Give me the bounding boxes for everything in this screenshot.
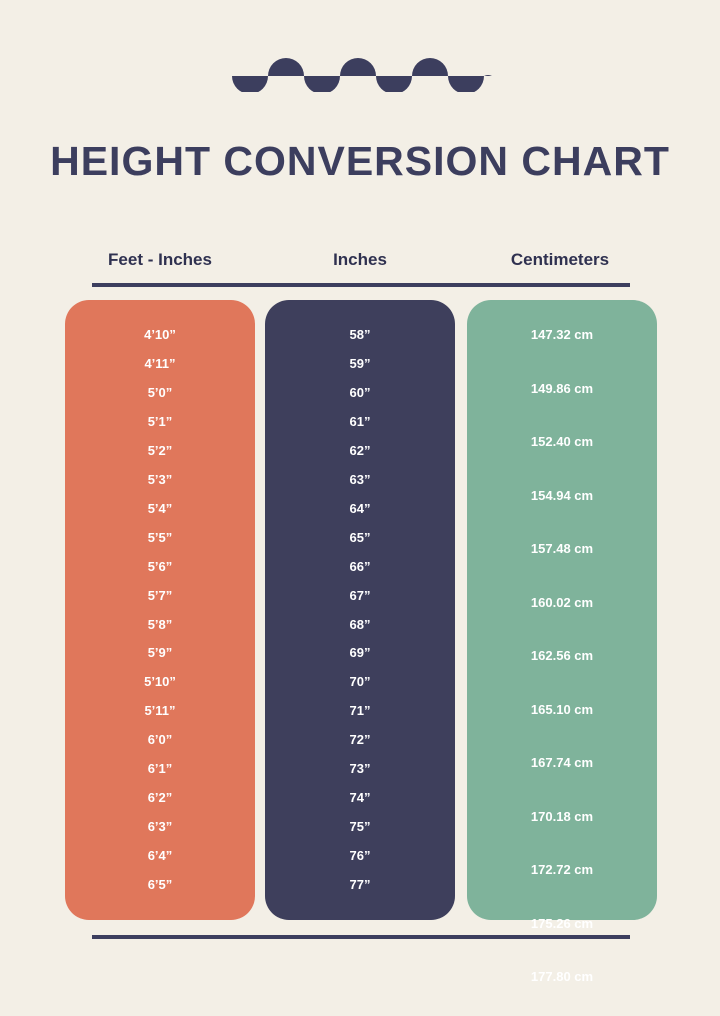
inches-value: 62”: [349, 442, 371, 458]
feet-value: 5’8”: [147, 616, 173, 632]
feet-value: 5’11”: [144, 703, 176, 719]
centimeters-value: 160.02 cm: [530, 594, 594, 610]
centimeters-value: 149.86 cm: [530, 380, 594, 396]
feet-value: 6’2”: [147, 790, 173, 806]
centimeters-value: 154.94 cm: [530, 487, 594, 503]
feet-column: [65, 300, 255, 920]
centimeters-value: 152.40 cm: [530, 434, 594, 449]
centimeters-value: 177.80 cm: [530, 969, 594, 984]
inches-value: 75”: [349, 819, 371, 835]
centimeters-value: 172.72 cm: [530, 862, 594, 877]
feet-value: 6’4”: [147, 848, 173, 864]
feet-value: 4’10”: [144, 327, 176, 342]
feet-value: 5’0”: [147, 384, 173, 400]
centimeters-value: 167.74 cm: [530, 755, 594, 770]
feet-value: 5’1”: [147, 413, 173, 429]
inches-value: 63”: [349, 471, 371, 487]
column-header: Feet - Inches: [108, 250, 212, 269]
inches-value: 74”: [349, 790, 371, 806]
feet-value: 5’2”: [147, 442, 173, 458]
inches-value: 68”: [349, 616, 371, 632]
centimeters-value: 170.18 cm: [530, 808, 594, 824]
feet-value: 5’4”: [147, 500, 173, 516]
inches-value: 59”: [349, 355, 371, 371]
wave-ornament: [232, 58, 492, 92]
inches-value: 69”: [349, 645, 371, 661]
feet-value: 6’1”: [147, 761, 173, 777]
column-header: Inches: [333, 250, 387, 269]
divider: [92, 283, 630, 287]
inches-value: 71”: [349, 703, 371, 719]
feet-value: 5’3”: [147, 471, 173, 487]
inches-value: 72”: [349, 732, 371, 748]
feet-value: 4’11”: [144, 355, 176, 371]
inches-value: 66”: [349, 558, 371, 574]
inches-value: 70”: [349, 674, 371, 690]
inches-value: 60”: [349, 384, 371, 400]
inches-value: 73”: [349, 761, 371, 777]
centimeters-value: 175.26 cm: [530, 915, 594, 931]
inches-value: 77”: [349, 877, 371, 893]
feet-value: 6’5”: [147, 877, 173, 893]
inches-column: [265, 300, 455, 920]
inches-value: 58”: [349, 327, 371, 342]
column-header: Centimeters: [510, 250, 610, 269]
centimeters-value: 157.48 cm: [530, 541, 594, 556]
feet-value: 5’7”: [147, 587, 173, 603]
inches-value: 61”: [349, 413, 371, 429]
feet-value: 5’9”: [147, 645, 173, 661]
feet-value: 5’10”: [144, 674, 176, 690]
feet-value: 6’0”: [147, 732, 173, 748]
centimeters-value: 165.10 cm: [530, 701, 594, 717]
inches-value: 65”: [349, 529, 371, 545]
feet-value: 5’6”: [147, 558, 173, 574]
inches-value: 76”: [349, 848, 371, 864]
divider: [92, 935, 630, 939]
inches-value: 64”: [349, 500, 371, 516]
inches-value: 67”: [349, 587, 371, 603]
centimeters-column: [467, 300, 657, 920]
title: HEIGHT CONVERSION CHART: [50, 138, 670, 184]
centimeters-value: 147.32 cm: [530, 327, 594, 342]
feet-value: 5’5”: [147, 529, 173, 545]
centimeters-value: 162.56 cm: [530, 648, 594, 663]
feet-value: 6’3”: [147, 819, 173, 835]
